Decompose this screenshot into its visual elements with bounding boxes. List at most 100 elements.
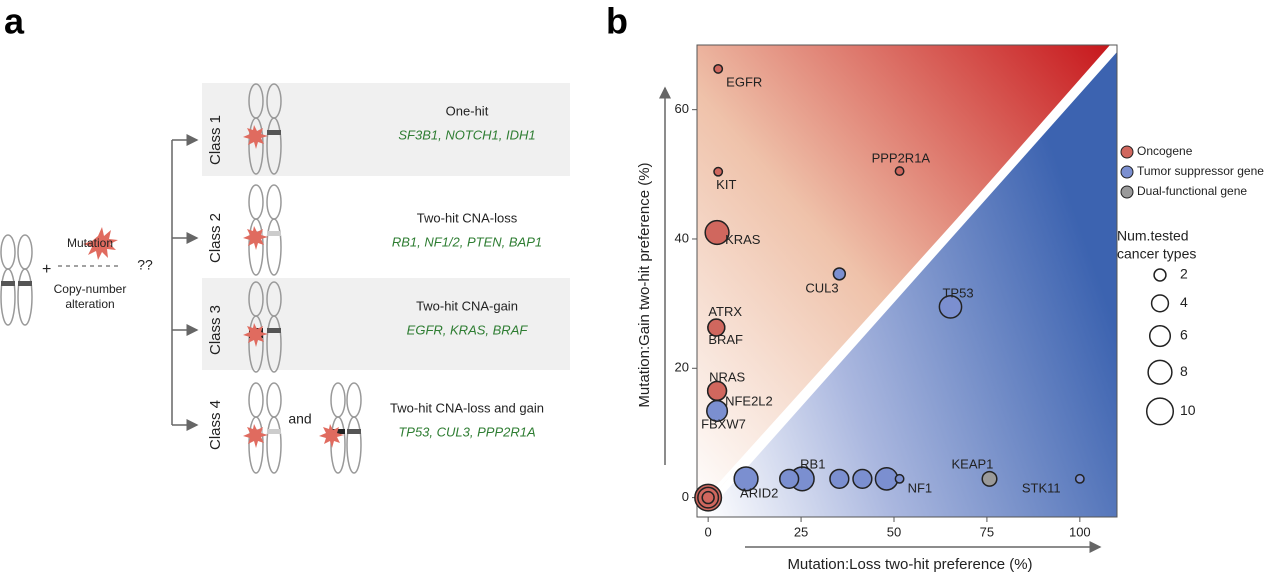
class-label: Class 2 <box>207 213 224 263</box>
legend-swatch <box>1120 165 1134 179</box>
class-genes: TP53, CUL3, PPP2R1A <box>398 424 535 439</box>
loss-region <box>703 52 1117 517</box>
chromosome <box>330 416 346 474</box>
point-label: ATRX <box>708 304 742 319</box>
cna-band <box>267 130 281 135</box>
panel-a: a + Mutation ?? Copy-number alteration a… <box>0 1 570 474</box>
chromosome <box>248 315 264 373</box>
x-tick-label: 0 <box>705 524 712 539</box>
point <box>852 468 873 489</box>
class-title: One-hit <box>446 103 489 118</box>
x-tick-label: 50 <box>887 524 901 539</box>
chromosome <box>330 382 346 418</box>
size-legend-label: 10 <box>1180 402 1196 418</box>
plus: + <box>42 261 51 278</box>
class-title: Two-hit CNA-loss and gain <box>390 400 544 415</box>
point <box>829 468 850 489</box>
point-label: KEAP1 <box>952 456 994 471</box>
mutation-label: Mutation <box>67 236 113 250</box>
x-tick-label: 25 <box>794 524 808 539</box>
y-axis-title: Mutation:Gain two-hit preference (%) <box>636 162 653 407</box>
class-genes: EGFR, KRAS, BRAF <box>407 322 529 337</box>
panel-b: b Mutation:Loss two-hit preference (%) M… <box>606 1 1264 573</box>
cna-band <box>267 429 281 434</box>
size-legend-label: 4 <box>1180 294 1188 310</box>
chromosome <box>266 315 282 373</box>
mutation-star <box>243 226 268 250</box>
size-legend-circle <box>1153 268 1167 282</box>
point-label: PPP2R1A <box>872 151 931 166</box>
x-tick-label: 75 <box>980 524 994 539</box>
panel-label: b <box>606 1 628 42</box>
chromosome <box>248 416 264 474</box>
chromosome <box>0 234 16 270</box>
point <box>701 490 715 505</box>
y-tick-label: 20 <box>675 360 689 375</box>
point <box>713 166 724 177</box>
legend-swatch <box>1120 145 1134 159</box>
cna-band <box>267 231 281 236</box>
size-legend-circle <box>1147 359 1173 385</box>
chromosome <box>346 416 362 474</box>
class-title: Two-hit CNA-loss <box>417 210 518 225</box>
x-axis-title: Mutation:Loss two-hit preference (%) <box>787 556 1032 573</box>
size-legend-circle <box>1145 397 1175 426</box>
chromosome <box>266 416 282 474</box>
legend-swatch <box>1120 185 1134 199</box>
chromosome <box>248 382 264 418</box>
class-title: Two-hit CNA-gain <box>416 298 518 313</box>
mutation-star <box>243 323 268 347</box>
point <box>894 166 905 177</box>
chromosome <box>266 382 282 418</box>
question: ?? <box>137 257 153 273</box>
cna-label: Copy-number <box>54 282 127 296</box>
point <box>706 399 729 422</box>
class-genes: SF3B1, NOTCH1, IDH1 <box>398 127 535 142</box>
mutation-star <box>319 424 344 448</box>
chromosome <box>248 117 264 175</box>
size-legend-title: Num.tested <box>1117 228 1189 244</box>
plot-frame <box>696 44 1118 518</box>
chromosome <box>17 234 33 270</box>
chromosome <box>0 268 16 326</box>
chromosome <box>248 184 264 220</box>
point-label: FBXW7 <box>701 416 746 431</box>
class-label: Class 1 <box>207 115 224 165</box>
x-tick-label: 100 <box>1069 524 1091 539</box>
size-legend-label: 8 <box>1180 363 1188 379</box>
size-legend-circle <box>1148 324 1172 348</box>
legend-label: Tumor suppressor gene <box>1137 164 1264 178</box>
size-legend-label: 6 <box>1180 327 1188 343</box>
point-label: CUL3 <box>805 280 838 295</box>
point <box>707 318 726 337</box>
point-label: NRAS <box>709 369 745 384</box>
point <box>733 466 759 492</box>
chromosome <box>17 268 33 326</box>
diagonal <box>706 50 1112 499</box>
point <box>832 267 847 281</box>
point-label: EGFR <box>726 74 762 89</box>
cna-band <box>18 281 32 286</box>
point <box>706 380 728 402</box>
cna-band <box>331 429 345 434</box>
mutation-star <box>83 227 118 260</box>
mutation-star <box>243 424 268 448</box>
point-label: NFE2L2 <box>725 393 773 408</box>
cna-band <box>1 281 15 286</box>
point-label: ARID2 <box>740 485 778 500</box>
cna-band <box>347 429 361 434</box>
point-label: TP53 <box>942 285 973 300</box>
y-tick-label: 40 <box>675 230 689 245</box>
class-label: Class 4 <box>207 400 224 450</box>
point <box>713 63 724 74</box>
point <box>704 219 730 246</box>
size-legend-label: 2 <box>1180 266 1188 282</box>
point-label: RB1 <box>800 456 825 471</box>
chromosome <box>346 382 362 418</box>
point <box>1074 473 1085 484</box>
class-label: Class 3 <box>207 305 224 355</box>
and: and <box>288 411 311 427</box>
size-legend-title: cancer types <box>1117 246 1196 262</box>
cna-band <box>267 328 281 333</box>
